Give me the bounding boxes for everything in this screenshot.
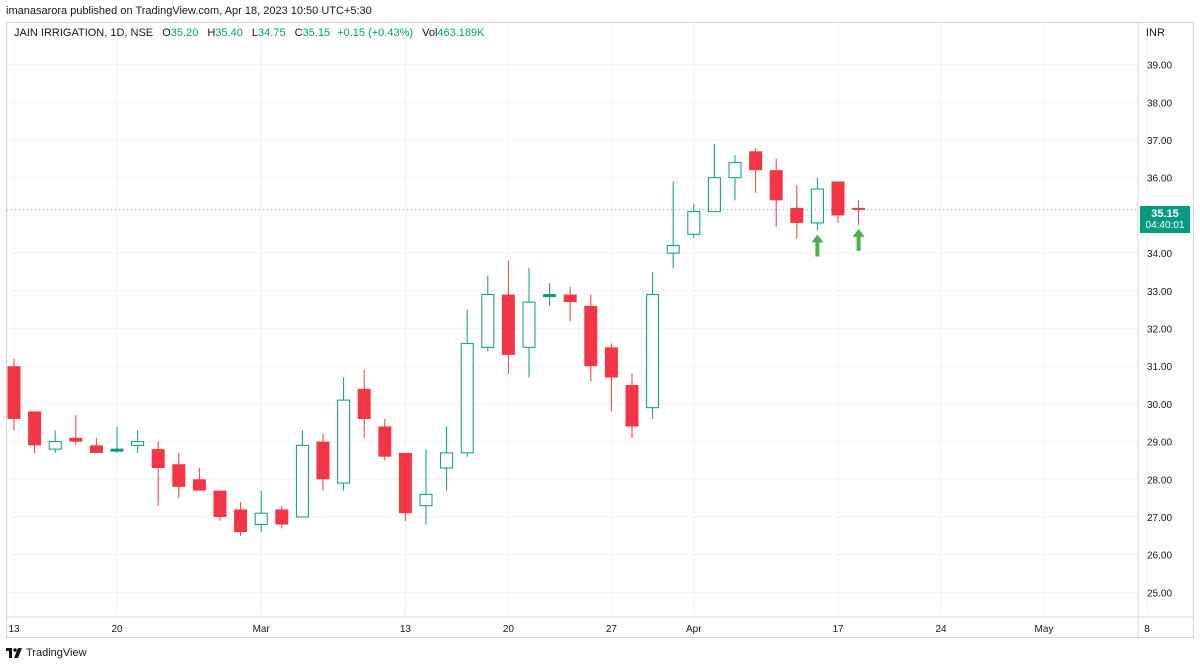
low-value: 34.75: [258, 27, 286, 39]
x-tick-label: 17: [832, 624, 844, 635]
y-tick-label: 36.00: [1147, 174, 1172, 185]
candle-body-up: [728, 162, 742, 179]
last-price-tag: 35.15 04:40:01: [1140, 206, 1190, 233]
x-tick-label: 20: [503, 624, 515, 635]
open-label: O: [162, 27, 171, 39]
candle-body-down: [625, 385, 639, 427]
low-label: L: [251, 27, 259, 39]
open-value: 35.20: [170, 27, 199, 39]
publisher-banner: imanasarora published on TradingView.com…: [0, 0, 1200, 22]
close-label: C: [294, 27, 303, 39]
y-tick-label: 37.00: [1147, 136, 1172, 147]
candle-body-up: [110, 448, 124, 452]
y-tick-label: 29.00: [1147, 438, 1172, 449]
candle-body-down: [316, 441, 330, 480]
high-label: H: [207, 27, 216, 39]
x-tick-label: 24: [935, 624, 947, 635]
volume-value: 463.189K: [437, 27, 485, 39]
candle-body-down: [852, 207, 866, 210]
x-tick-label: 13: [8, 624, 20, 635]
candle-body-down: [213, 490, 227, 517]
y-tick-label: 38.00: [1147, 98, 1172, 109]
candle-body-down: [151, 449, 165, 468]
footer: TradingView: [6, 644, 87, 662]
candle-body-up: [481, 294, 495, 348]
candle-body-down: [172, 464, 186, 487]
x-tick-label: 20: [111, 624, 123, 635]
candle-body-up: [440, 452, 454, 469]
x-tick-label: 8: [1144, 624, 1150, 635]
candle-body-down: [234, 509, 248, 533]
up-arrow-icon: [811, 234, 824, 257]
tradingview-logo-icon: [6, 648, 22, 658]
published-by-text: imanasarora published on TradingView.com…: [6, 5, 372, 17]
y-tick-label: 30.00: [1147, 400, 1172, 411]
x-tick-label: Mar: [253, 624, 271, 635]
candle-body-up: [707, 177, 721, 213]
candle-body-down: [192, 479, 206, 491]
candle-body-up: [543, 294, 557, 298]
candle-body-up: [522, 301, 536, 348]
footer-brand[interactable]: TradingView: [26, 647, 87, 659]
symbol-label: JAIN IRRIGATION, 1D, NSE: [14, 27, 154, 39]
x-tick-label: 13: [400, 624, 412, 635]
high-value: 35.40: [215, 27, 243, 39]
candle-body-up: [666, 245, 680, 254]
y-tick-label: 31.00: [1147, 362, 1172, 373]
currency-label: INR: [1146, 27, 1165, 39]
candle-body-up: [337, 399, 351, 484]
candle-body-up: [48, 441, 62, 450]
y-tick-label: 25.00: [1147, 588, 1172, 599]
candle-body-down: [7, 366, 21, 419]
volume-label: Vol: [422, 27, 438, 39]
y-tick-label: 26.00: [1147, 551, 1172, 562]
chart-frame: [6, 22, 1194, 638]
candle-body-down: [831, 181, 845, 216]
candle-body-down: [357, 388, 371, 419]
candle-body-down: [28, 411, 42, 446]
y-tick-label: 32.00: [1147, 325, 1172, 336]
y-tick-label: 28.00: [1147, 475, 1172, 486]
up-arrow-icon: [852, 228, 865, 251]
candle-body-up: [254, 512, 268, 526]
y-tick-label: 33.00: [1147, 287, 1172, 298]
candle-body-down: [275, 509, 289, 525]
candle-body-down: [749, 151, 763, 171]
candle-body-up: [419, 493, 433, 507]
y-tick-label: 27.00: [1147, 513, 1172, 524]
x-tick-label: Apr: [686, 624, 702, 635]
candle-body-down: [89, 445, 103, 453]
candle-body-down: [378, 426, 392, 457]
close-value: 35.15: [302, 27, 331, 39]
candle-body-up: [131, 441, 145, 446]
candle-body-down: [790, 207, 804, 223]
candle-body-down: [69, 437, 83, 442]
candle-body-down: [501, 294, 515, 355]
x-tick-label: 27: [606, 624, 618, 635]
bar-countdown: 04:40:01: [1145, 220, 1185, 231]
y-tick-label: 39.00: [1147, 61, 1172, 72]
x-tick-label: May: [1035, 624, 1054, 635]
candle-body-up: [810, 188, 824, 224]
candle-body-up: [687, 211, 701, 235]
candle-body-down: [604, 347, 618, 378]
ohlc-legend: JAIN IRRIGATION, 1D, NSE O35.20 H35.40 L…: [14, 26, 485, 40]
candle-body-up: [646, 294, 660, 409]
candle-body-down: [563, 294, 577, 303]
candle-body-down: [769, 170, 783, 201]
change-value: +0.15 (+0.43%): [337, 27, 414, 39]
candle-body-up: [460, 343, 474, 454]
y-tick-label: 34.00: [1147, 249, 1172, 260]
candle-body-down: [398, 452, 412, 514]
candle-body-down: [584, 305, 598, 367]
last-price: 35.15: [1151, 208, 1179, 220]
candle-body-up: [295, 444, 309, 518]
